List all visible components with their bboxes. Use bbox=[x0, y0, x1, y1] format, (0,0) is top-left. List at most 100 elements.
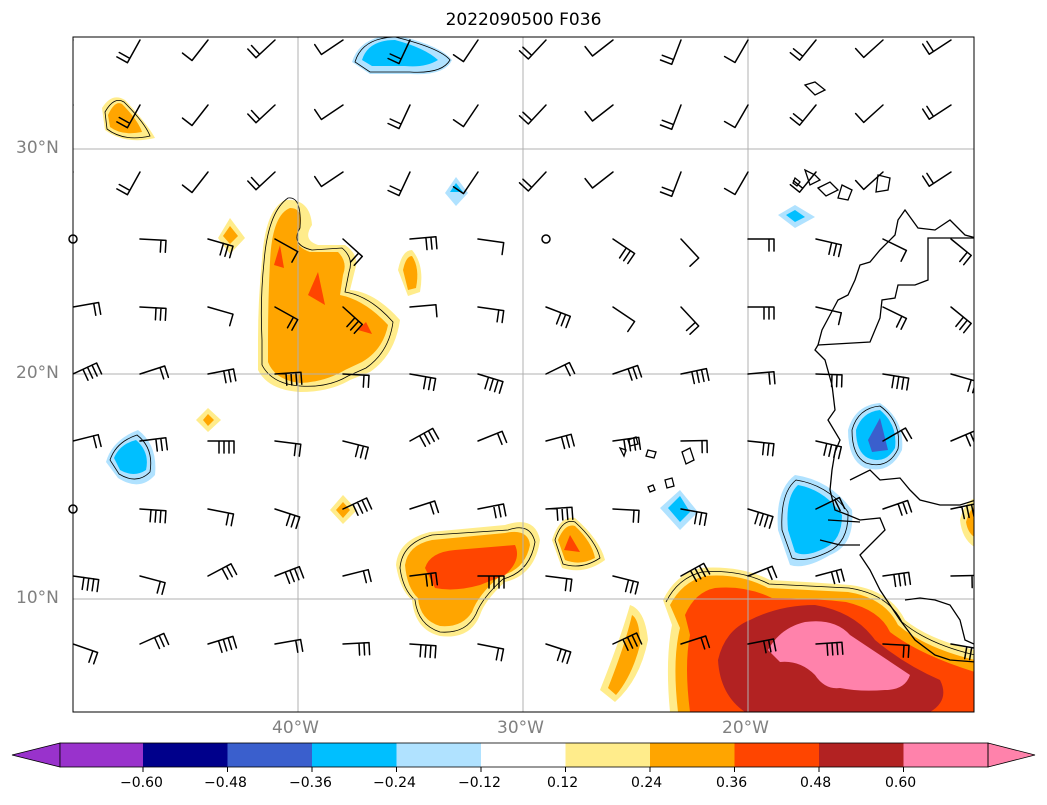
wind-barb bbox=[545, 361, 576, 377]
colorbar-tick-label: 0.24 bbox=[631, 775, 663, 791]
wind-barb bbox=[477, 643, 505, 662]
colorbar bbox=[11, 742, 1036, 772]
wind-barb bbox=[139, 306, 167, 322]
wind-barb bbox=[139, 365, 170, 380]
wind-barb bbox=[882, 499, 913, 516]
wind-barb bbox=[612, 306, 636, 333]
wind-barb bbox=[747, 238, 775, 252]
wind-barb bbox=[659, 39, 682, 66]
colorbar-segment bbox=[650, 743, 735, 767]
wind-barb bbox=[854, 171, 884, 191]
wind-barb bbox=[584, 104, 614, 122]
colorbar-segment bbox=[819, 743, 904, 767]
lon-label-30w: 30°W bbox=[497, 718, 544, 738]
wind-barb bbox=[882, 571, 912, 588]
wind-barb bbox=[680, 439, 708, 454]
wind-barb bbox=[545, 643, 572, 665]
wind-barb bbox=[274, 371, 303, 386]
wind-barb bbox=[181, 104, 209, 127]
wind-barb bbox=[612, 436, 642, 453]
wind-barb bbox=[950, 306, 972, 334]
wind-barb bbox=[342, 238, 364, 267]
wind-barb bbox=[659, 171, 682, 198]
wind-barb bbox=[612, 238, 636, 265]
wind-barb bbox=[207, 238, 234, 259]
wind-barb bbox=[584, 39, 614, 57]
wind-barb bbox=[313, 171, 344, 188]
wind-barb bbox=[815, 568, 845, 585]
wind-barb bbox=[680, 562, 711, 582]
wind-barb bbox=[477, 575, 505, 589]
wind-barb bbox=[274, 565, 305, 585]
wind-barb bbox=[342, 641, 371, 656]
wind-barb bbox=[545, 506, 574, 521]
wind-barb bbox=[207, 563, 238, 580]
wind-barb bbox=[477, 503, 507, 519]
wind-barb bbox=[680, 508, 708, 527]
wind-barb bbox=[139, 575, 166, 596]
lat-label-30n: 30°N bbox=[16, 138, 59, 158]
wind-barb bbox=[815, 373, 843, 388]
wind-barb bbox=[274, 306, 299, 331]
wind-barb bbox=[950, 373, 974, 394]
wind-barb bbox=[181, 171, 209, 194]
wind-barb bbox=[116, 104, 141, 129]
wind-barb bbox=[921, 39, 952, 55]
wind-barb bbox=[452, 104, 479, 128]
wind-barb bbox=[342, 440, 369, 460]
wind-barb bbox=[313, 39, 344, 56]
wind-barb bbox=[477, 430, 508, 446]
wind-barb bbox=[545, 306, 572, 329]
wind-barb bbox=[73, 301, 102, 316]
wind-barb bbox=[747, 440, 775, 457]
wind-barb bbox=[387, 39, 411, 65]
colorbar-tick-label: −0.24 bbox=[373, 775, 416, 791]
colorbar-extend-high bbox=[987, 742, 1036, 768]
wind-barb bbox=[116, 39, 141, 64]
wind-barb bbox=[73, 433, 102, 449]
wind-barb bbox=[680, 635, 711, 650]
wind-barb bbox=[139, 238, 167, 254]
wind-barb bbox=[207, 306, 234, 327]
wind-barb bbox=[612, 508, 640, 524]
colorbar-tick-label: −0.48 bbox=[204, 775, 247, 791]
wind-barb bbox=[882, 306, 908, 330]
plot-frame bbox=[72, 36, 975, 713]
wind-barb bbox=[882, 643, 910, 659]
wind-barb bbox=[73, 104, 74, 108]
wind-barb bbox=[207, 508, 235, 527]
wind-barb bbox=[409, 572, 439, 587]
wind-barb bbox=[950, 503, 974, 520]
wind-barb bbox=[815, 238, 843, 258]
colorbar-tick-label: 0.12 bbox=[547, 775, 579, 791]
wind-barb bbox=[342, 497, 373, 516]
wind-barb bbox=[545, 433, 575, 450]
colorbar-tick-label: −0.12 bbox=[458, 775, 501, 791]
colorbar-segment bbox=[396, 743, 481, 767]
wind-barb bbox=[116, 171, 141, 196]
colorbar-tick-label: −0.60 bbox=[120, 775, 163, 791]
wind-barb bbox=[747, 508, 774, 529]
wind-barb bbox=[612, 575, 639, 595]
wind-barb bbox=[815, 440, 843, 460]
lon-label-40w: 40°W bbox=[272, 718, 319, 738]
wind-barb bbox=[747, 638, 777, 654]
wind-barbs bbox=[73, 39, 974, 665]
colorbar-segment bbox=[60, 743, 143, 767]
wind-barb bbox=[274, 238, 299, 263]
wind-barb bbox=[545, 575, 573, 592]
wind-barb bbox=[477, 306, 505, 324]
wind-barb bbox=[747, 565, 778, 581]
wind-barb bbox=[723, 104, 749, 129]
wind-barb bbox=[518, 104, 547, 125]
wind-barb bbox=[950, 574, 974, 589]
colorbar-segment bbox=[227, 743, 312, 767]
colorbar-extend-low bbox=[11, 742, 61, 768]
wind-barb bbox=[247, 104, 276, 124]
wind-barb bbox=[680, 306, 700, 335]
wind-barb bbox=[181, 39, 209, 62]
wind-barb bbox=[73, 575, 100, 593]
wind-barb bbox=[680, 367, 710, 385]
wind-barb bbox=[680, 238, 700, 267]
wind-barb bbox=[518, 171, 547, 192]
